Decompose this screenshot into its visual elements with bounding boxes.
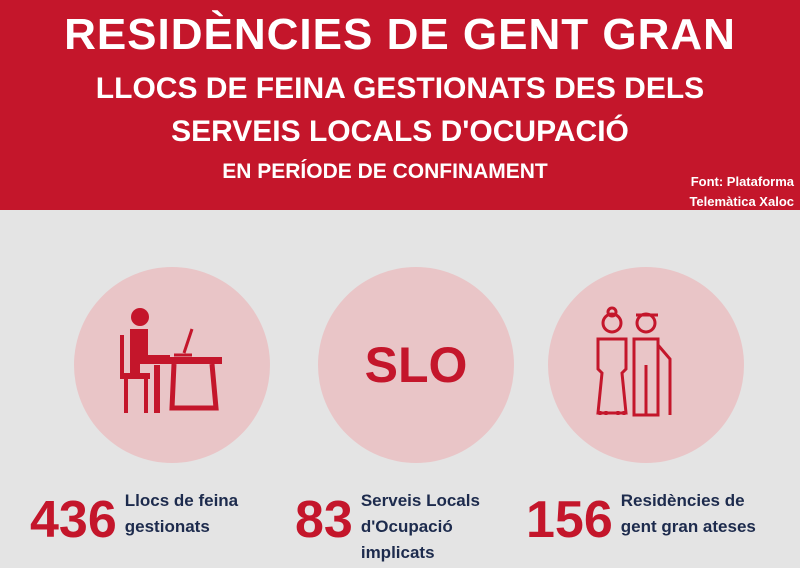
stat-label-line: Residències de [620,491,745,510]
subtitle-line-2: SERVEIS LOCALS D'OCUPACIÓ [171,115,629,148]
stat-residences: 156 Residències de gent gran ateses [526,488,756,548]
stat-value: 436 [30,491,117,549]
stat-value: 83 [295,491,353,549]
circle-residences [548,267,744,463]
subtitle-line-3: EN PERÍODE DE CONFINAMENT [222,160,548,183]
stat-label-line: gent gran ateses [620,517,756,536]
stat-jobs: 436 Llocs de feina gestionats [30,488,238,548]
page-title: RESIDÈNCIES DE GENT GRAN [64,10,736,59]
person-at-desk-icon [120,308,222,413]
subtitle-line-1: LLOCS DE FEINA GESTIONATS DES DELS [95,72,705,105]
stat-value: 156 [526,491,613,549]
circle-slo: SLO [318,267,514,463]
source-note: Font: Plataforma Telemàtica Xaloc [689,172,794,212]
stat-label-line: Serveis Locals [360,491,480,510]
stat-label: Residències de gent gran ateses [621,488,756,540]
elderly-couple-icon [596,306,672,417]
stat-services: 83 Serveis Locals d'Ocupació implicats [295,488,480,566]
source-line-1: Font: Plataforma [690,174,794,189]
source-line-2: Telemàtica Xaloc [689,194,794,209]
circle-jobs [74,267,270,463]
stat-label: Llocs de feina gestionats [125,488,238,540]
stat-label: Serveis Locals d'Ocupació implicats [361,488,480,566]
stat-label-line: Llocs de feina [124,491,239,510]
stat-label-line: implicats [360,543,435,562]
stat-label-line: gestionats [124,517,210,536]
stat-label-line: d'Ocupació [360,517,453,536]
header-banner: RESIDÈNCIES DE GENT GRAN LLOCS DE FEINA … [0,0,800,210]
slo-text: SLO [364,337,468,393]
